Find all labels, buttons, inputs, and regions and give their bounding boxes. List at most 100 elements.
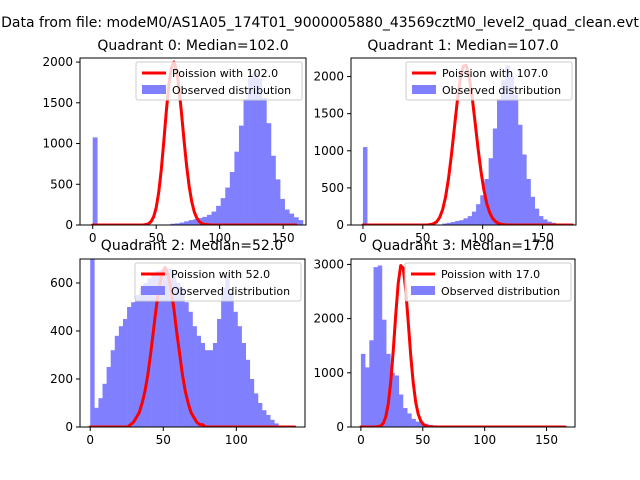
histogram-bar xyxy=(192,326,197,427)
legend-poisson-label: Poission with 107.0 xyxy=(442,67,548,80)
histogram-bar xyxy=(211,211,217,225)
histogram-bar xyxy=(248,78,253,225)
histogram-bar xyxy=(522,154,527,225)
histogram-bar xyxy=(225,275,230,427)
histogram-bar xyxy=(509,76,515,225)
y-tick-label: 1500 xyxy=(313,107,344,121)
y-tick-label: 0 xyxy=(65,218,73,232)
histogram-bar xyxy=(394,375,400,427)
y-tick-label: 0 xyxy=(336,420,344,434)
histogram-bar xyxy=(377,265,383,427)
histogram-bar xyxy=(184,302,189,427)
histogram-bar xyxy=(229,172,235,225)
histogram-bar xyxy=(114,335,120,427)
histogram-bar xyxy=(280,198,285,225)
histogram-bar xyxy=(208,350,214,427)
histogram-bar xyxy=(196,335,201,427)
legend-poisson-label: Poission with 102.0 xyxy=(172,67,278,80)
histogram-bar xyxy=(362,147,368,225)
histogram-bar xyxy=(238,125,244,225)
y-tick-label: 0 xyxy=(336,218,344,232)
x-tick-label: 100 xyxy=(471,231,494,245)
histogram-bar xyxy=(172,273,177,427)
y-tick-label: 1000 xyxy=(313,144,344,158)
histogram-bar xyxy=(233,311,238,427)
histogram-bar xyxy=(237,326,242,427)
histogram-bar xyxy=(229,292,234,427)
histogram-bar xyxy=(163,268,169,427)
histogram-bar xyxy=(261,97,267,225)
histogram-bar xyxy=(245,359,251,427)
histogram-bar xyxy=(135,295,140,427)
histogram-bar xyxy=(241,343,246,427)
histogram-bar xyxy=(262,410,267,427)
histogram-bar xyxy=(284,209,290,225)
histogram-bar xyxy=(206,214,212,225)
histogram-bar xyxy=(170,223,176,225)
legend-observed-label: Observed distribution xyxy=(442,84,561,97)
quadrant-0-title: Quadrant 0: Median=102.0 xyxy=(97,38,288,54)
histogram-bar xyxy=(217,319,222,427)
histogram-bar xyxy=(369,340,374,427)
histogram-bar xyxy=(98,398,103,427)
histogram-bar xyxy=(102,383,107,427)
histogram-bar xyxy=(513,95,519,225)
x-tick-label: 100 xyxy=(208,231,231,245)
histogram-bar xyxy=(204,350,210,427)
legend-observed-label: Observed distribution xyxy=(441,285,560,298)
poisson-curve xyxy=(91,60,298,225)
observed-histogram xyxy=(362,65,573,225)
histogram-bar xyxy=(159,269,165,427)
y-tick-label: 1000 xyxy=(313,366,344,380)
histogram-bar xyxy=(293,217,299,225)
histogram-bar xyxy=(151,273,156,427)
poisson-curve xyxy=(88,265,297,427)
histogram-bar xyxy=(381,319,387,427)
histogram-bar xyxy=(446,222,452,225)
histogram-bar xyxy=(179,222,185,225)
histogram-bar xyxy=(167,268,173,427)
y-tick-label: 1000 xyxy=(42,137,73,151)
quadrant-3-plot-area: 0 50 100 150 0 1000 2000 3000 Poission with 17.0… xyxy=(313,257,576,447)
x-tick-label: 150 xyxy=(531,231,554,245)
histogram-bar xyxy=(90,259,95,427)
quadrant-0-panel: Quadrant 0: Median=102.0 0 50 100 150050010… xyxy=(42,38,307,245)
quadrant-1-panel: Quadrant 1: Median=107.0 0 50 100 150050010… xyxy=(313,38,577,245)
histogram-bar xyxy=(497,98,502,225)
histogram-bar xyxy=(143,283,148,427)
y-tick-label: 2000 xyxy=(313,70,344,84)
legend-observed-label: Observed distribution xyxy=(172,84,291,97)
histogram-bar xyxy=(131,302,136,427)
y-tick-label: 400 xyxy=(50,324,73,338)
histogram-bar xyxy=(127,307,132,427)
histogram-bar xyxy=(365,367,370,427)
histogram-bar xyxy=(373,267,379,427)
histogram-bar xyxy=(289,213,295,225)
histogram-bar xyxy=(534,208,540,225)
histogram-bar xyxy=(106,367,111,427)
histogram-bar xyxy=(257,403,263,427)
legend-box xyxy=(405,61,573,101)
histogram-bar xyxy=(252,72,258,225)
histogram-bar xyxy=(200,343,206,427)
x-tick-label: 150 xyxy=(272,231,295,245)
axes-frame xyxy=(350,57,577,226)
y-tick-label: 600 xyxy=(50,276,73,290)
histogram-bar xyxy=(174,223,180,225)
histogram-bar xyxy=(110,350,116,427)
legend-box xyxy=(134,262,302,302)
histogram-bar xyxy=(543,219,548,225)
x-tick-label: 100 xyxy=(225,433,248,447)
histogram-bar xyxy=(530,196,536,225)
quadrant-2-panel: Quadrant 2: Median=52.0 0 50 100 0 200 400 600… xyxy=(50,238,306,447)
histogram-bar xyxy=(476,204,481,225)
histogram-bar xyxy=(274,423,279,427)
histogram-bar xyxy=(225,187,231,225)
histogram-bar xyxy=(270,419,275,427)
x-tick-label: 0 xyxy=(357,433,365,447)
axes-frame xyxy=(79,57,307,226)
histogram-bar xyxy=(390,372,395,427)
y-tick-label: 1500 xyxy=(42,96,73,110)
histogram-bar xyxy=(180,287,185,427)
